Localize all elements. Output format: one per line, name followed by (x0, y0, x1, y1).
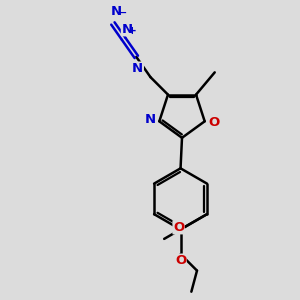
Text: N: N (122, 23, 133, 36)
Text: −: − (118, 8, 127, 18)
Text: N: N (110, 5, 122, 18)
Text: O: O (208, 116, 220, 129)
Text: N: N (144, 113, 155, 126)
Text: N: N (144, 113, 155, 126)
Text: O: O (173, 221, 184, 234)
Text: +: + (128, 26, 136, 35)
Text: O: O (208, 116, 220, 129)
Text: N: N (132, 62, 143, 75)
Text: O: O (175, 254, 186, 267)
